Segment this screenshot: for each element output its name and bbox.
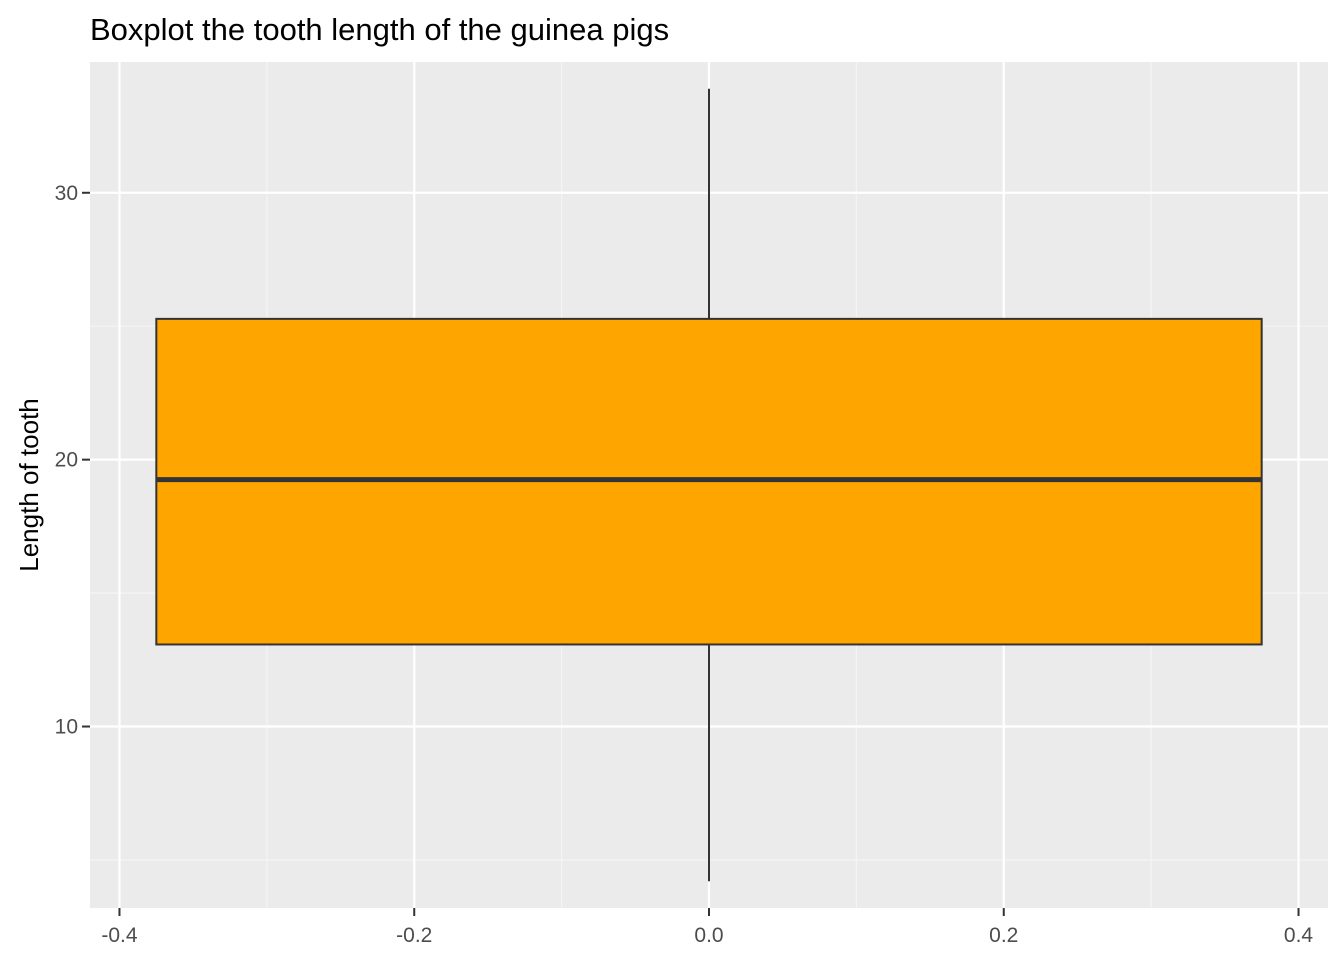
x-tick-label: 0.4 <box>1284 924 1314 947</box>
box-group <box>155 88 1263 882</box>
x-tick-label: -0.4 <box>101 924 138 947</box>
y-tick-label: 20 <box>55 449 78 472</box>
x-axis: -0.4 -0.2 0.0 0.2 0.4 <box>101 908 1313 947</box>
y-axis-title: Length of tooth <box>14 398 44 571</box>
x-tick-label: -0.2 <box>396 924 432 947</box>
y-axis: 10 20 30 <box>55 182 90 739</box>
chart-title: Boxplot the tooth length of the guinea p… <box>90 12 669 47</box>
y-tick-label: 30 <box>55 182 78 205</box>
x-tick-label: 0.0 <box>694 924 723 947</box>
x-tick-label: 0.2 <box>989 924 1018 947</box>
y-tick-label: 10 <box>55 716 78 739</box>
